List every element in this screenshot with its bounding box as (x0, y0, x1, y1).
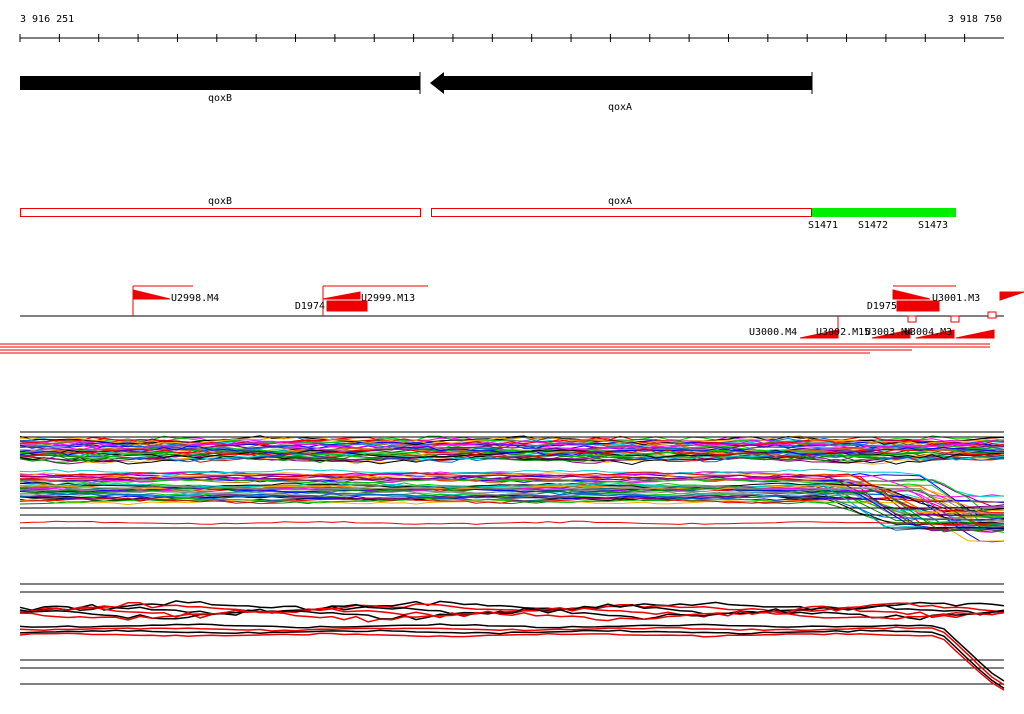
gene-qoxA[interactable] (442, 76, 812, 90)
profile-line (19, 609, 1005, 623)
profile-line (19, 623, 1005, 682)
profile-line (19, 472, 1005, 514)
ruler-ticks (19, 34, 966, 42)
ruler-end: 3 918 750 (948, 14, 1002, 25)
profile-line (19, 602, 1005, 615)
feature-label: D1974 (295, 301, 325, 312)
profile-line (19, 484, 1005, 517)
feature-label: U3000.M4 (749, 327, 797, 338)
feature-label: U2999.M13 (361, 293, 415, 304)
feature-label: U3001.M3 (932, 293, 980, 304)
profile-line (19, 632, 1005, 691)
site-label: S1473 (918, 220, 948, 231)
profile-line (19, 520, 1004, 526)
site-label: S1471 (808, 220, 838, 231)
gene-label: qoxB (208, 93, 232, 104)
segment-qoxA[interactable] (431, 208, 812, 217)
profile-line (19, 471, 1005, 514)
segment-sites[interactable] (812, 208, 956, 217)
profile-line (19, 439, 1005, 451)
profile-line (19, 468, 1005, 498)
profile-line (19, 490, 1005, 529)
profile-line (19, 441, 1005, 452)
feature-label: U2998.M4 (171, 293, 219, 304)
ruler-start: 3 916 251 (20, 14, 74, 25)
profile-line (19, 607, 1005, 621)
red-guides (0, 343, 990, 354)
feature-flags (132, 285, 1024, 339)
profile-line (19, 445, 1005, 456)
profile-line (19, 605, 1005, 619)
feature-label: U3003.M4 (865, 327, 913, 338)
site-label: S1472 (858, 220, 888, 231)
segment-label: qoxB (208, 196, 232, 207)
expression-profiles (19, 431, 1005, 691)
segment-label: qoxA (608, 196, 632, 207)
profile-line (19, 444, 1005, 455)
profile-line (19, 442, 1005, 453)
profile-line (19, 474, 1005, 511)
profile-line (19, 629, 1005, 689)
segment-qoxB[interactable] (20, 208, 421, 217)
profile-line (19, 437, 1005, 448)
profile-line (19, 445, 1005, 457)
profile-line (19, 490, 1005, 522)
feature-label: U3004.M3 (904, 327, 952, 338)
feature-label: D1975 (867, 301, 897, 312)
profile-line (19, 485, 1004, 515)
profile-line (19, 626, 1005, 686)
profile-line (19, 492, 1005, 522)
profile-line (19, 435, 1005, 445)
gene-label: qoxA (608, 102, 632, 113)
profile-line (19, 449, 1005, 460)
gene-qoxB[interactable] (20, 76, 420, 90)
profile-line (19, 497, 1005, 527)
gene-arrow (430, 72, 444, 94)
feature-label: U3002.M15 (816, 327, 870, 338)
profile-line (19, 447, 1005, 458)
profile-line (19, 435, 1005, 446)
